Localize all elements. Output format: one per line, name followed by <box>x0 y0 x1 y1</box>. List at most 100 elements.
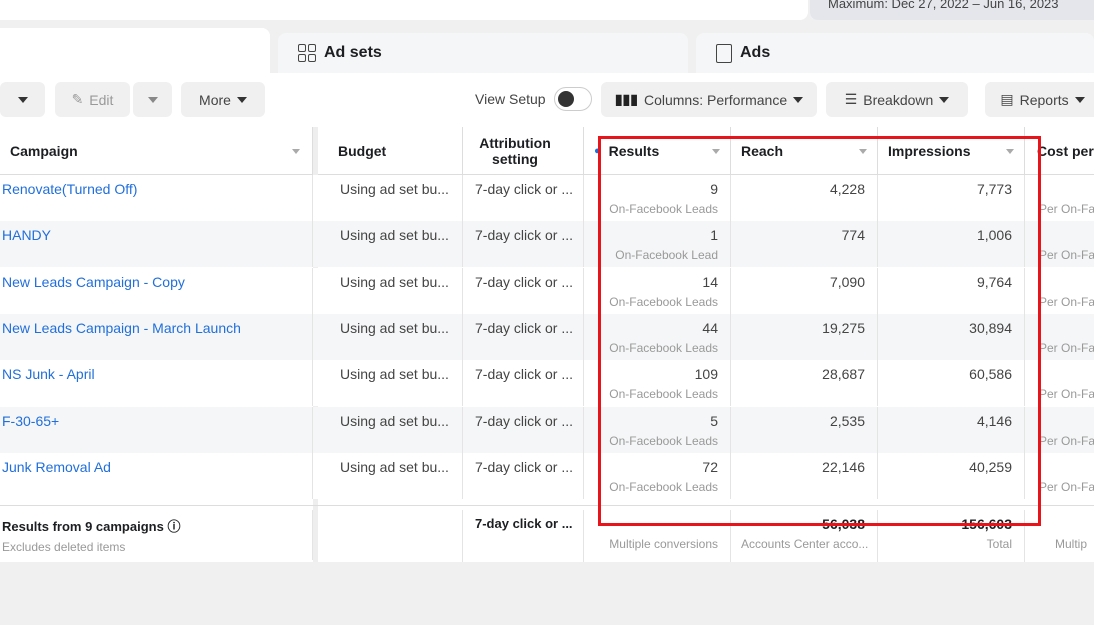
cost-per-cell: Per On-Fa <box>1025 175 1094 221</box>
campaign-link[interactable]: Renovate(Turned Off) <box>2 181 138 197</box>
footer-results: — Multiple conversions <box>584 510 731 562</box>
attribution-cell: 7-day click or ... <box>463 313 584 360</box>
campaign-link[interactable]: New Leads Campaign - March Launch <box>2 319 241 336</box>
footer-attribution: 7-day click or ... <box>463 510 584 562</box>
attribution-cell: 7-day click or ... <box>463 267 584 314</box>
header-campaign[interactable]: Campaign <box>0 127 313 175</box>
table-row <box>0 267 1094 314</box>
campaign-link[interactable]: Junk Removal Ad <box>2 458 111 475</box>
ads-icon <box>716 43 732 63</box>
campaign-link[interactable]: NS Junk - April <box>2 366 95 383</box>
chevron-down-icon <box>793 96 804 103</box>
ad-sets-icon <box>298 44 316 62</box>
impressions-cell: 60,586 <box>878 360 1025 407</box>
cost-per-cell: Per On-Fa <box>1025 407 1094 453</box>
cost-per-cell: Per On-Fa <box>1025 453 1094 499</box>
impressions-cell: 9,764 <box>878 267 1025 314</box>
tab-ad-sets[interactable]: Ad sets <box>278 33 688 73</box>
budget-cell: Using ad set bu... <box>318 267 463 314</box>
attribution-cell: 7-day click or ... <box>463 175 584 221</box>
budget-cell: Using ad set bu... <box>318 175 463 221</box>
table-row <box>0 360 1094 407</box>
info-icon[interactable]: ⓘ <box>167 519 181 534</box>
campaign-name-cell: New Leads Campaign - March Launch <box>0 313 313 360</box>
reach-cell: 19,275 <box>731 313 878 360</box>
breakdown-button[interactable]: ☰ Breakdown <box>826 82 968 117</box>
top-panel <box>0 0 808 20</box>
chevron-down-icon <box>147 96 158 103</box>
more-button[interactable]: More <box>181 82 265 117</box>
reach-cell: 22,146 <box>731 452 878 499</box>
campaign-name-cell: HANDY <box>0 221 313 268</box>
table-row <box>0 313 1094 360</box>
cost-per-cell: Per On-Fa <box>1025 314 1094 360</box>
campaign-name-cell: New Leads Campaign - Copy <box>0 267 313 314</box>
cost-per-cell: Per On-Fa <box>1025 268 1094 314</box>
footer-budget <box>318 510 463 562</box>
footer-cost-per: Multip <box>1025 510 1094 562</box>
chevron-down-icon <box>17 96 28 103</box>
budget-cell: Using ad set bu... <box>318 313 463 360</box>
reach-cell: 28,687 <box>731 360 878 407</box>
reports-button[interactable]: ▤ Reports <box>985 82 1094 117</box>
tab-ads[interactable]: Ads <box>696 33 1094 73</box>
chevron-down-icon <box>236 96 247 103</box>
header-impressions[interactable]: Impressions <box>878 127 1025 175</box>
attribution-cell: 7-day click or ... <box>463 221 584 268</box>
tab-campaigns[interactable] <box>0 28 270 78</box>
budget-cell: Using ad set bu... <box>318 452 463 499</box>
footer-summary: Results from 9 campaigns ⓘ Excludes delet… <box>0 510 313 560</box>
reach-cell: 4,228 <box>731 175 878 221</box>
results-cell: 5 On-Facebook Leads <box>584 406 731 453</box>
date-range[interactable]: Maximum: Dec 27, 2022 – Jun 16, 2023 <box>810 0 1094 20</box>
header-results[interactable]: ● Results <box>584 127 731 175</box>
reach-cell: 7,090 <box>731 267 878 314</box>
info-icon: ● <box>594 144 601 157</box>
results-cell: 1 On-Facebook Lead <box>584 221 731 268</box>
header-cost-per[interactable]: Cost per <box>1025 127 1094 175</box>
pencil-icon: ✎ <box>71 91 84 107</box>
impressions-cell: 30,894 <box>878 313 1025 360</box>
impressions-cell: 40,259 <box>878 452 1025 499</box>
highlight-box <box>598 136 1041 526</box>
budget-cell: Using ad set bu... <box>318 221 463 268</box>
results-cell: 14 On-Facebook Leads <box>584 267 731 314</box>
dropdown-button[interactable] <box>0 82 45 117</box>
view-setup-toggle[interactable] <box>554 87 592 111</box>
chevron-down-icon <box>1074 96 1085 103</box>
table-row <box>0 175 1094 221</box>
results-cell: 9 On-Facebook Leads <box>584 175 731 221</box>
breakdown-icon: ☰ <box>844 91 858 107</box>
campaign-name-cell: F-30-65+ <box>0 406 313 453</box>
attribution-cell: 7-day click or ... <box>463 360 584 407</box>
columns-icon: ▮▮▮ <box>614 91 638 107</box>
table-row <box>0 452 1094 499</box>
attribution-cell: 7-day click or ... <box>463 406 584 453</box>
impressions-cell: 1,006 <box>878 221 1025 268</box>
impressions-cell: 7,773 <box>878 175 1025 221</box>
campaign-link[interactable]: HANDY <box>2 227 52 244</box>
table-row <box>0 221 1094 268</box>
header-budget[interactable]: Budget <box>318 127 463 175</box>
campaign-name-cell: Junk Removal Ad <box>0 452 313 499</box>
results-cell: 44 On-Facebook Leads <box>584 313 731 360</box>
budget-cell: Using ad set bu... <box>318 406 463 453</box>
view-setup-label: View Setup <box>475 91 546 107</box>
cost-per-cell: Per On-Fa <box>1025 360 1094 406</box>
campaign-link[interactable]: New Leads Campaign - Copy <box>2 273 185 290</box>
columns-button[interactable]: ▮▮▮ Columns: Performance <box>601 82 817 117</box>
header-reach[interactable]: Reach <box>731 127 878 175</box>
cost-per-cell: Per On-Fa <box>1025 221 1094 267</box>
chevron-down-icon <box>939 96 950 103</box>
reach-cell: 774 <box>731 221 878 268</box>
campaign-name-cell: NS Junk - April <box>0 360 313 407</box>
table-row <box>0 406 1094 453</box>
results-cell: 109 On-Facebook Leads <box>584 360 731 407</box>
edit-dropdown-button[interactable] <box>133 82 172 117</box>
impressions-cell: 4,146 <box>878 406 1025 453</box>
header-attribution[interactable]: Attribution setting <box>463 127 584 175</box>
reports-icon: ▤ <box>1000 91 1014 107</box>
campaign-link[interactable]: F-30-65+ <box>2 412 60 429</box>
edit-button[interactable]: ✎ Edit <box>55 82 130 117</box>
attribution-cell: 7-day click or ... <box>463 452 584 499</box>
